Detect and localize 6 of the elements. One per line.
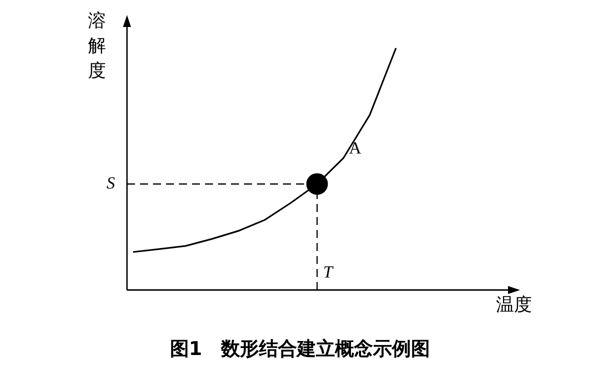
annotation: T [323,262,334,282]
ref-line-label: S [106,173,116,192]
y-axis-title: 溶解度 [88,10,106,82]
text: 图1 数形结合建立概念示例图 [170,338,430,360]
annotation: A [348,138,362,158]
x-axis-title: 温度 [496,294,532,316]
